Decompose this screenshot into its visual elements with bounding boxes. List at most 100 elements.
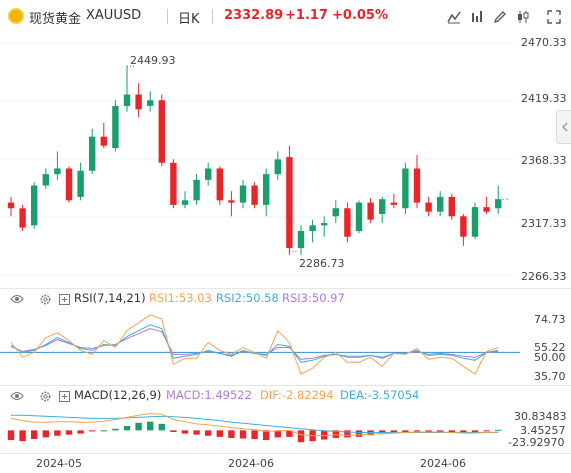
macd-histogram-bar — [228, 430, 235, 438]
line-tool-icon[interactable] — [445, 8, 463, 26]
rsi-chart[interactable] — [0, 306, 520, 384]
macd-histogram-bar — [297, 430, 305, 443]
candle-body — [274, 159, 281, 175]
macd-histogram-bar — [123, 426, 131, 431]
fullscreen-icon[interactable] — [545, 8, 563, 26]
candle-body — [181, 200, 189, 205]
period-selector[interactable]: 日K — [178, 12, 200, 27]
candle-body — [460, 216, 467, 237]
settings-gear-icon[interactable] — [36, 290, 54, 308]
macd-histogram-bar — [251, 430, 258, 440]
candle-body — [448, 196, 455, 217]
price-axis-label: 2470.33 — [521, 36, 567, 49]
candle-body — [495, 199, 502, 209]
rsi1-value: RSI1:53.03 — [149, 291, 212, 305]
price-change: +1.17 — [285, 8, 328, 23]
candle-body — [413, 168, 421, 203]
macd-histogram-bar — [344, 430, 351, 438]
macd-histogram-bar — [112, 428, 119, 431]
instrument-name[interactable]: 现货黄金 — [29, 12, 82, 27]
macd-histogram-bar — [274, 430, 281, 438]
macd-histogram-bar — [263, 430, 270, 441]
macd-histogram-bar — [135, 422, 142, 431]
settings-gear-icon[interactable] — [36, 387, 54, 405]
candle-body — [390, 202, 397, 205]
candlestick-chart[interactable] — [0, 34, 571, 288]
candle-body — [54, 168, 61, 175]
candle-body — [147, 100, 154, 106]
candle-body — [309, 225, 316, 232]
high-price-annotation: 2449.93 — [130, 54, 176, 67]
candle-body — [158, 100, 165, 163]
hide-indicator-icon[interactable] — [8, 387, 26, 405]
x-axis-label: 2024-06 — [420, 457, 466, 470]
candle-body — [437, 196, 444, 212]
candle-body — [251, 185, 258, 205]
dif-line — [10, 413, 499, 437]
toolbar-divider — [212, 9, 213, 24]
dea-value: DEA:-3.57054 — [340, 388, 420, 402]
macd-histogram-bar — [170, 430, 177, 432]
candle-body — [193, 179, 200, 201]
side-panel-toggle[interactable] — [556, 110, 571, 144]
dif-value: DIF:-2.82294 — [260, 388, 334, 402]
macd-histogram-bar — [460, 430, 467, 434]
candle-body — [42, 174, 49, 186]
macd-value: MACD:1.49522 — [166, 388, 252, 402]
macd-histogram-bar — [158, 423, 165, 431]
chevron-left-icon — [561, 122, 567, 132]
candle-type-icon[interactable] — [514, 8, 532, 26]
macd-chart[interactable] — [0, 404, 520, 454]
price-axis-label: 2317.33 — [521, 217, 567, 230]
candle-body — [379, 199, 386, 214]
candle-body — [31, 185, 38, 226]
price-axis-label: 2419.33 — [521, 92, 567, 105]
rsi-axis-label: 50.00 — [534, 351, 566, 364]
candle-body — [100, 136, 107, 146]
macd-title: MACD(12,26,9) — [74, 388, 162, 402]
top-bar: 现货黄金 XAUUSD 日K 2332.89 +1.17 +0.05% — [0, 0, 571, 34]
macd-histogram-bar — [413, 430, 421, 432]
current-price: 2332.89 — [224, 8, 284, 23]
macd-histogram-bar — [205, 430, 212, 436]
macd-histogram-bar — [355, 430, 363, 437]
rsi1-line — [10, 314, 499, 375]
macd-axis-label: 3.45257 — [520, 424, 566, 437]
macd-histogram-bar — [239, 430, 247, 439]
macd-histogram-bar — [31, 430, 38, 440]
draw-pen-icon[interactable] — [491, 8, 509, 26]
macd-axis-label: -23.92970 — [508, 436, 565, 449]
candle-body — [355, 202, 363, 232]
expand-indicator-icon[interactable] — [58, 290, 71, 308]
rsi2-value: RSI2:50.58 — [216, 291, 279, 305]
rsi-axis-label: 35.70 — [534, 370, 566, 383]
price-change-percent: +0.05% — [332, 8, 388, 23]
macd-histogram-bar — [425, 430, 432, 432]
candle-body — [321, 223, 328, 226]
hide-indicator-icon[interactable] — [8, 290, 26, 308]
rsi3-value: RSI3:50.97 — [282, 291, 345, 305]
macd-histogram-bar — [147, 421, 154, 431]
macd-histogram-bar — [495, 429, 502, 431]
indicator-icon[interactable] — [468, 8, 486, 26]
macd-histogram-bar — [19, 430, 26, 442]
candle-body — [483, 207, 490, 212]
gold-coin-icon — [8, 8, 24, 24]
price-axis-label: 2368.33 — [521, 154, 567, 167]
candle-body — [123, 94, 131, 106]
macd-histogram-bar — [437, 430, 444, 432]
macd-histogram-bar — [7, 430, 15, 441]
candle-body — [228, 200, 235, 203]
macd-histogram-bar — [100, 430, 107, 432]
candle-body — [263, 174, 270, 205]
macd-histogram-bar — [89, 430, 96, 432]
macd-histogram-bar — [181, 430, 189, 434]
candle-body — [402, 168, 409, 209]
candle-body — [297, 231, 305, 249]
expand-indicator-icon[interactable] — [58, 387, 71, 405]
candle-body — [216, 168, 223, 201]
candle-body — [112, 105, 119, 149]
rsi3-line — [10, 328, 499, 360]
toolbar-divider — [167, 9, 168, 24]
symbol[interactable]: XAUUSD — [86, 8, 142, 23]
